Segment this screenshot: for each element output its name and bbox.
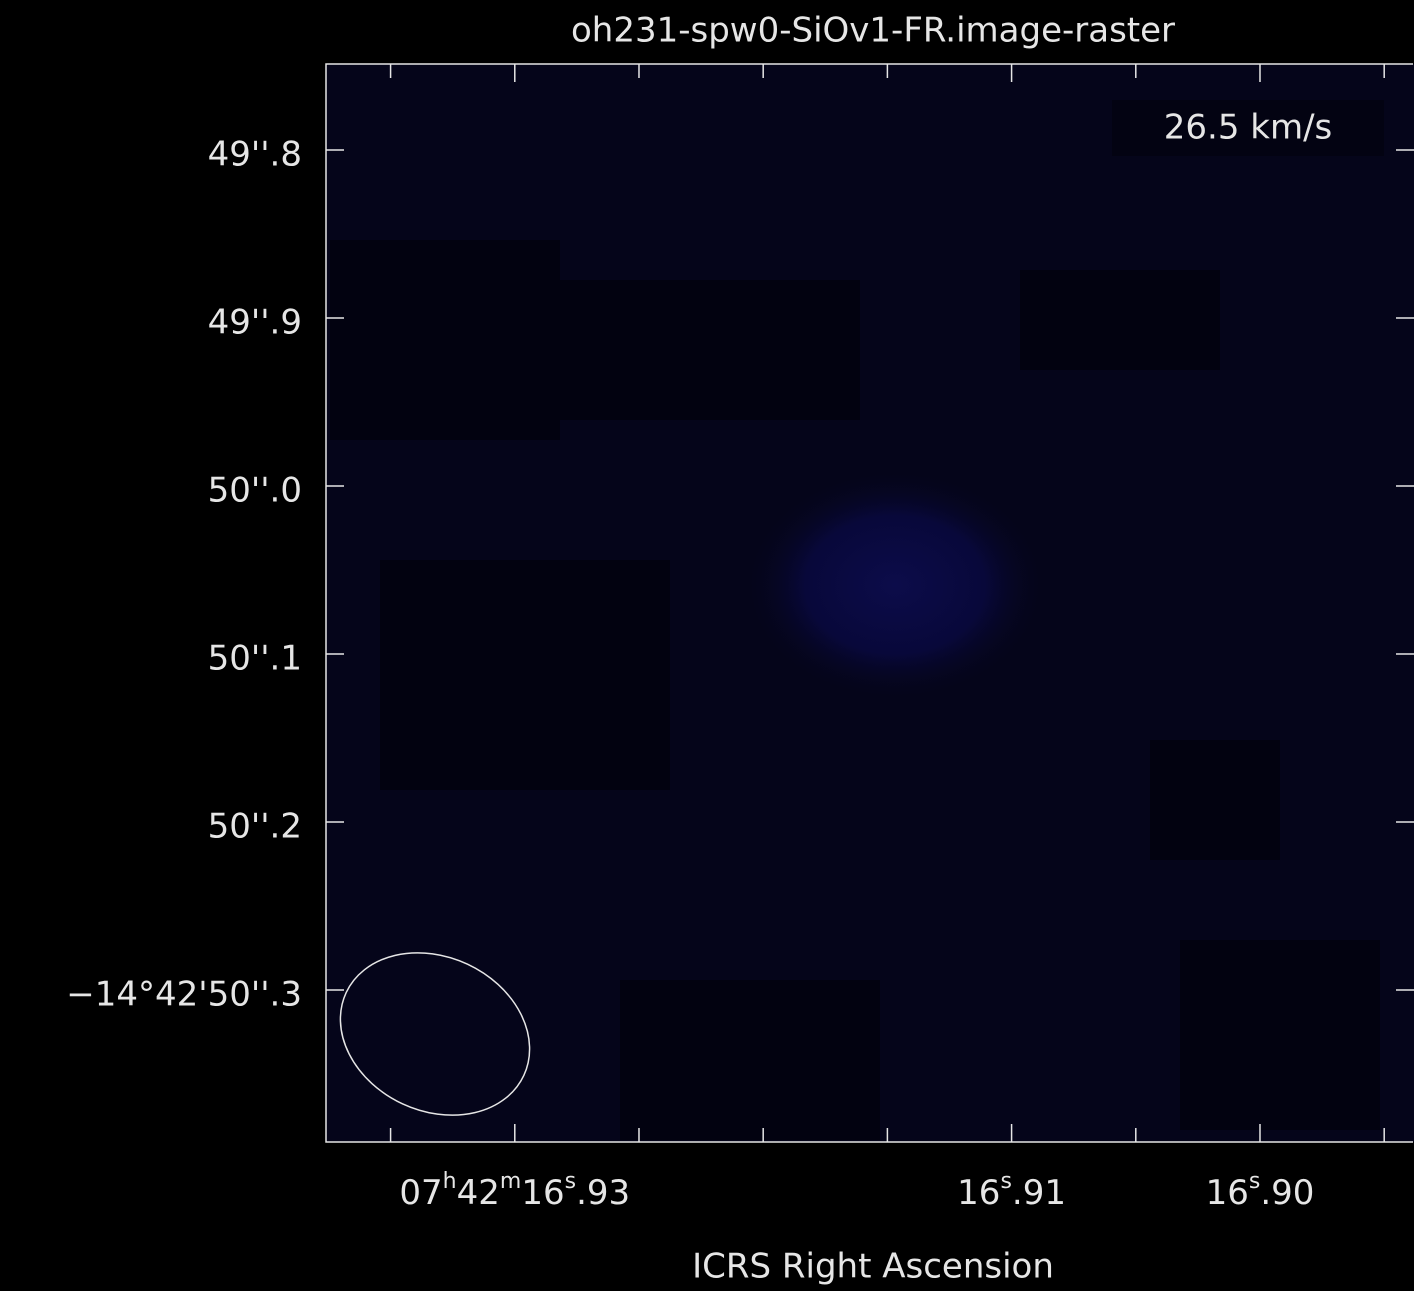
y-tick-label: 50''.0: [208, 470, 302, 510]
chart-title: oh231-spw0-SiOv1-FR.image-raster: [571, 11, 1175, 51]
x-tick-label: 07h42m16s.93: [399, 1169, 630, 1213]
velocity-label: 26.5 km/s: [1164, 108, 1333, 148]
y-tick-label: 49''.9: [208, 303, 302, 343]
y-tick-label: 49''.8: [208, 135, 302, 175]
emission: [745, 470, 1045, 700]
y-tick-label: 50''.1: [208, 638, 302, 678]
x-tick-label: 16s.90: [1206, 1169, 1315, 1213]
chart: 26.5 km/s oh231-spw0-SiOv1-FR.image-rast…: [0, 0, 1414, 1291]
y-tick-label: −14°42'50''.3: [66, 974, 302, 1014]
x-axis-label: ICRS Right Ascension: [692, 1247, 1054, 1287]
y-tick-label: 50''.2: [208, 806, 302, 846]
x-tick-label: 16s.91: [957, 1169, 1066, 1213]
